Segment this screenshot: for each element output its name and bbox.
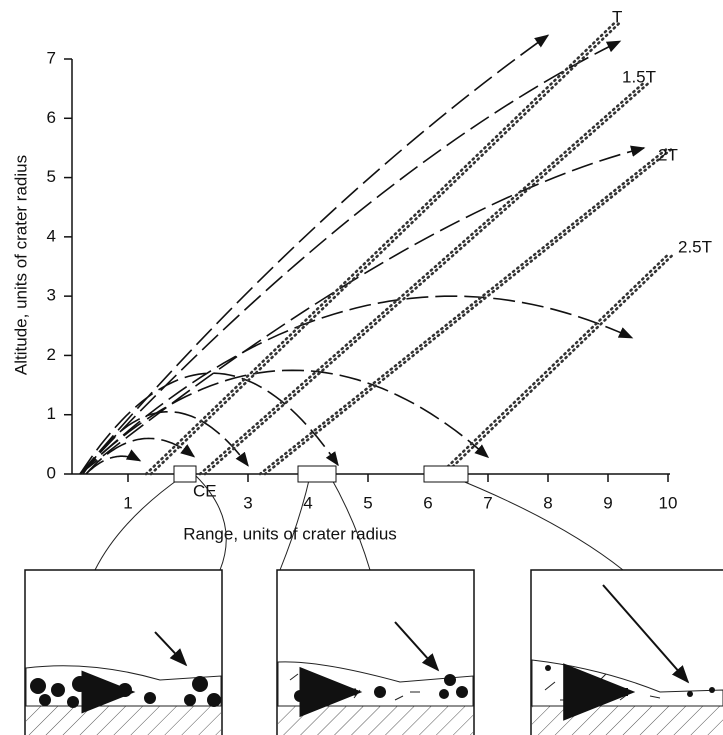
y-tick-label: 5: [47, 167, 56, 186]
ejecta-curtain: [438, 253, 670, 476]
ejecta-curtain: [203, 81, 651, 476]
trajectory: [79, 372, 339, 475]
trajectory: [82, 411, 249, 475]
annotation: CE: [193, 481, 217, 500]
x-tick-label: 4: [303, 493, 312, 512]
y-tick-label: 2: [47, 345, 56, 364]
annotation: T: [612, 7, 622, 26]
ejecta-curtain: [258, 146, 670, 476]
trajectory: [79, 40, 622, 475]
trajectory: [79, 34, 550, 475]
y-tick-label: 0: [47, 463, 56, 482]
trajectory: [85, 449, 142, 475]
x-tick-label: 5: [363, 493, 372, 512]
y-tick-label: 3: [47, 286, 56, 305]
annotation: 2.5T: [678, 237, 712, 256]
plot: 1 3 4 5 6 7 8 9 10 0 1 2 3 4 5 6 7 T 1.5T 2T 2.5T CE: [47, 7, 713, 512]
x-axis-label: Range, units of crater radius: [183, 524, 397, 543]
y-tick-label: 6: [47, 108, 56, 127]
ejecta-curtain: [198, 81, 646, 476]
ejecta-curtain: [263, 146, 675, 476]
ejecta-curtain: [144, 22, 616, 476]
x-tick-label: 10: [659, 493, 678, 512]
y-tick-label: 1: [47, 404, 56, 423]
insets: [24, 465, 723, 735]
x-tick-label: 7: [483, 493, 492, 512]
y-tick-label: 7: [47, 48, 56, 67]
annotation: 2T: [658, 145, 678, 164]
x-tick-label: 8: [543, 493, 552, 512]
trajectory: [79, 369, 490, 475]
ejecta-curtain: [443, 253, 675, 476]
x-tick-label: 6: [423, 493, 432, 512]
trajectory: [79, 295, 634, 475]
trajectory: [85, 437, 196, 475]
y-tick-label: 4: [47, 226, 56, 245]
y-axis-label: Altitude, units of crater radius: [11, 155, 30, 375]
ejecta-curtain: [149, 22, 621, 476]
x-tick-label: 3: [243, 493, 252, 512]
x-tick-label: 9: [603, 493, 612, 512]
trajectory: [79, 145, 646, 475]
annotation: 1.5T: [622, 67, 656, 86]
x-tick-label: 1: [123, 493, 132, 512]
